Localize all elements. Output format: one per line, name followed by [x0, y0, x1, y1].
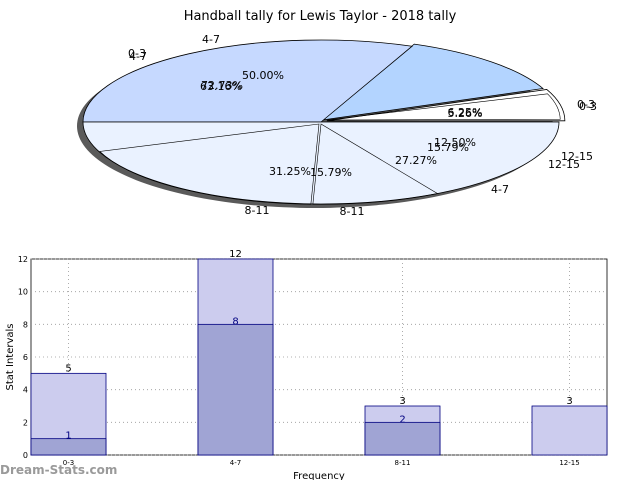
y-tick-label: 6: [23, 353, 28, 362]
watermark: Dream-Stats.com: [0, 463, 117, 477]
x-tick-label: 8-11: [395, 459, 411, 467]
bar-value-label: 12: [229, 249, 242, 260]
pie-pct-4-7: 50.00%: [242, 69, 284, 82]
pie-label-8-11: 8-11: [245, 204, 270, 217]
bar-0-3-series-2: [30, 438, 107, 456]
bar-4-7-series-2: [197, 323, 274, 456]
x-tick-label: 12-15: [559, 459, 579, 467]
x-tick-label: 0-3: [63, 459, 74, 467]
bar-value-label: 3: [566, 396, 572, 407]
pie-ring-label-12-15: 12-15: [548, 158, 580, 171]
pie-ring-label-0-3: 0-3: [128, 47, 146, 60]
pie-inner-pct-12-15: 15.79%: [427, 141, 469, 154]
bar-value-label: 2: [399, 414, 405, 425]
bar-12-15-series-1: [531, 405, 608, 456]
pie-chart: 0-312-158-114-70-312-158-114-74-70-36.25…: [77, 33, 597, 218]
bar-8-11-series-2: [364, 421, 441, 456]
pie-label-4-7: 4-7: [202, 33, 220, 46]
pie-inner-pct-8-11: 15.79%: [310, 166, 352, 179]
pie-label-12-15: 12-15: [561, 150, 593, 163]
pie-inner-pct-0-3: 5.26%: [448, 107, 483, 120]
pie-pct-8-11: 31.25%: [269, 165, 311, 178]
x-tick-label: 4-7: [230, 459, 241, 467]
x-axis-label: Frequency: [293, 471, 345, 480]
bar-value-label: 1: [65, 431, 71, 442]
y-tick-label: 8: [23, 320, 28, 329]
pie-inner-pct-4-7: 72.73%: [201, 79, 243, 92]
pie-inner-arc: [326, 93, 561, 121]
pie-ring-label-4-7: 4-7: [129, 50, 147, 63]
bar-value-label: 3: [399, 396, 405, 407]
chart-title: Handball tally for Lewis Taylor - 2018 t…: [184, 9, 457, 24]
pie-inner-pct-0-3: 63.16%: [200, 80, 242, 93]
pie-ring-label-8-11: 8-11: [340, 205, 365, 218]
pie-ring-label-4-7: 4-7: [491, 183, 509, 196]
pie-ring-label-0-3: 0-3: [579, 100, 597, 113]
y-tick-label: 2: [23, 418, 28, 427]
y-tick-label: 4: [23, 386, 28, 395]
y-tick-label: 10: [18, 288, 28, 297]
pie-slice-12-15: [321, 43, 544, 121]
bar-value-label: 5: [65, 363, 71, 374]
pie-slice-8-11: [82, 39, 414, 123]
pie-inner-pct-4-7: 27.27%: [395, 154, 437, 167]
y-tick-label: 12: [18, 255, 28, 264]
pie-slice-4-7: [82, 121, 560, 205]
pie-inner-arc: [99, 123, 320, 205]
y-axis-label: Stat Intervals: [5, 323, 16, 390]
y-tick-label: 0: [23, 451, 28, 460]
bar-value-label: 8: [232, 316, 238, 327]
pie-label-0-3: 0-3: [577, 98, 595, 111]
pie-inner-arc: [312, 123, 439, 205]
pie-pct-12-15: 12.50%: [434, 136, 476, 149]
pie-pct-0-3: 6.25%: [448, 106, 483, 119]
bar-chart: 0 2 4 6 8 10 12 5 1 0-3 12 8 4-7 3 2 8-11 3 12-15 Frequenc…: [5, 249, 608, 480]
